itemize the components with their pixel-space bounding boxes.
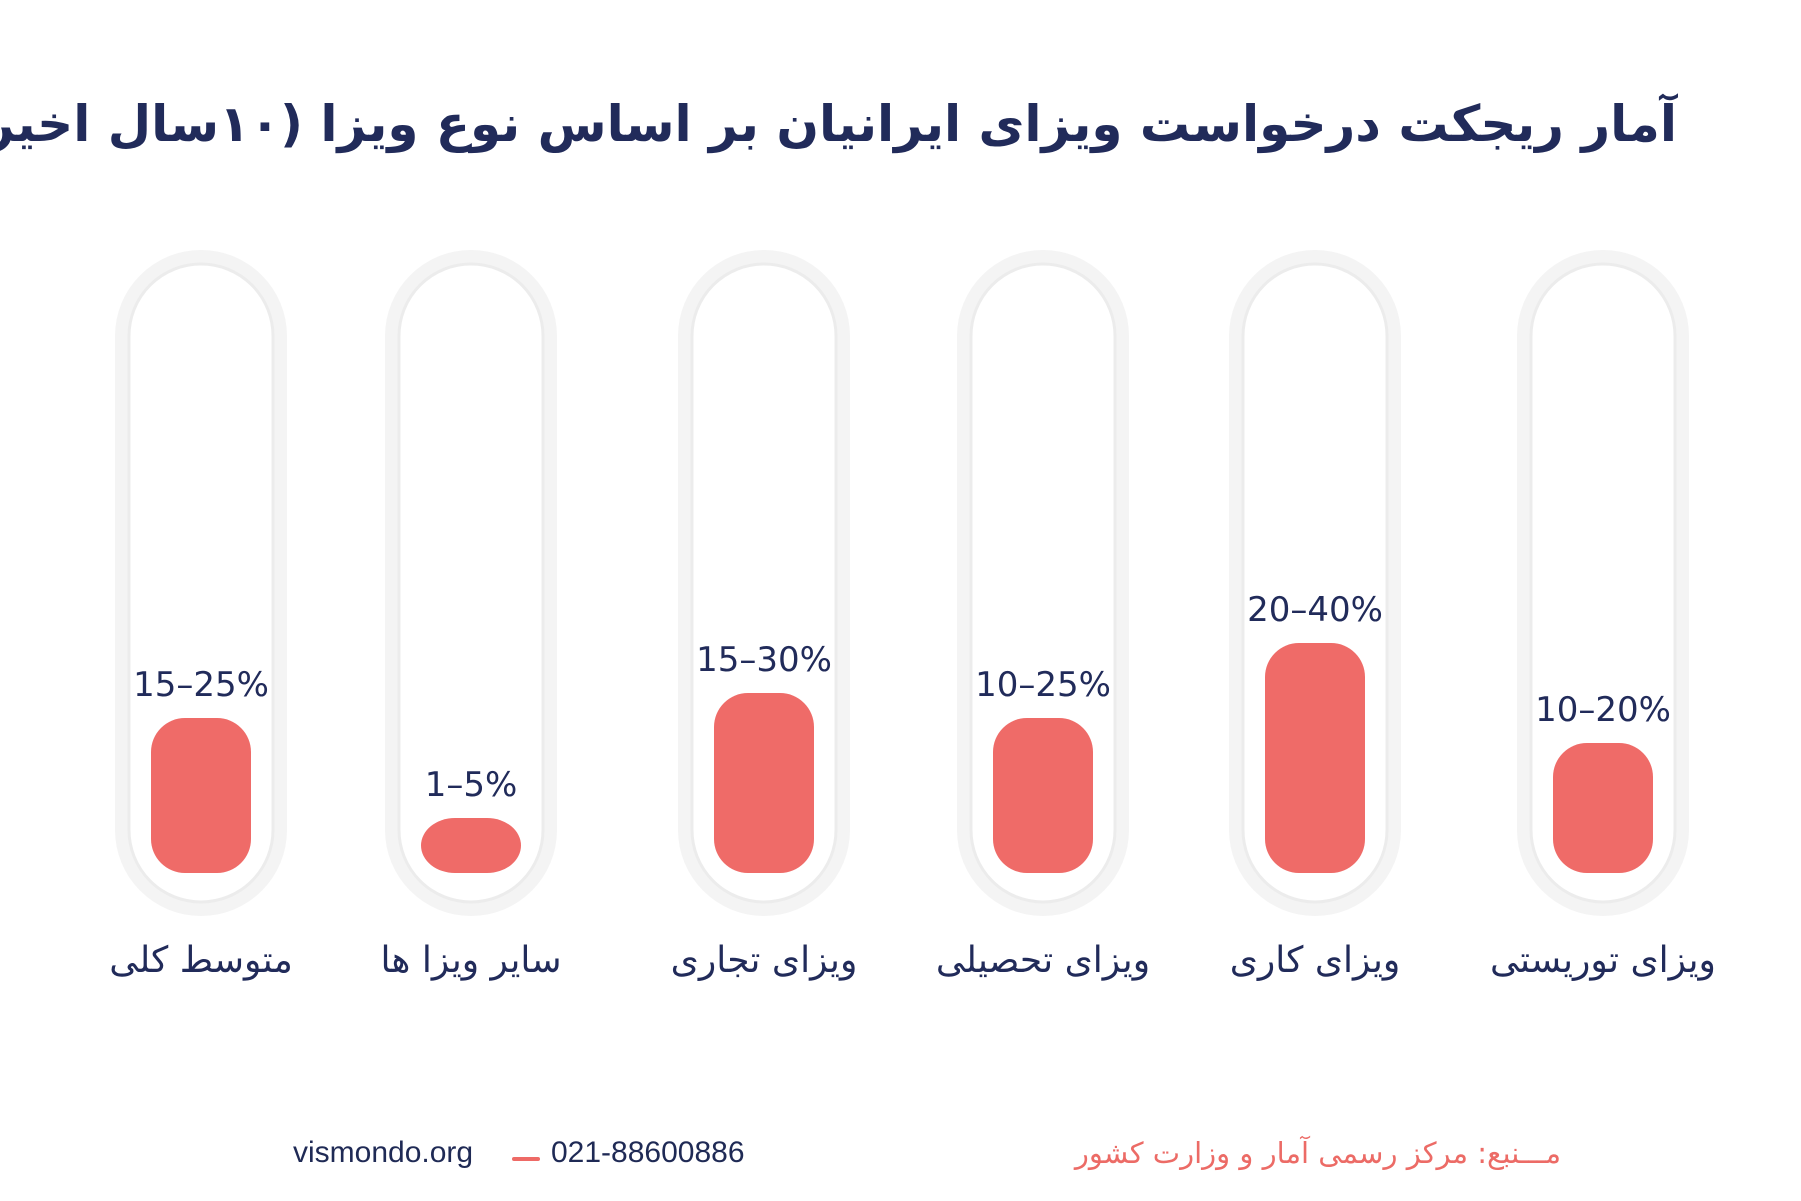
category-label: متوسط کلی [109,940,293,981]
bar [151,718,251,873]
website-link[interactable]: vismondo.org [293,1136,474,1169]
data-label: 1–5% [425,765,518,805]
data-label: 20–40% [1247,590,1383,630]
source-note: مـــنبع: مرکز رسمی آمار و وزارت کشور [1074,1136,1561,1170]
data-label: 15–25% [133,665,269,705]
bar [1265,643,1365,873]
category-label: سایر ویزا ها [380,940,561,981]
bar [714,693,814,873]
separator-dash [512,1157,540,1161]
data-label: 15–30% [696,640,832,680]
data-label: 10–25% [975,665,1111,705]
category-label: ویزای توریستی [1490,940,1716,981]
chart-title: آمار ریجکت درخواست ویزای ایرانیان بر اسا… [0,95,1677,153]
phone-number: 021-88600886 [551,1136,745,1169]
bar [993,718,1093,873]
bar [1553,743,1653,873]
category-label: ویزای کاری [1230,940,1401,981]
category-label: ویزای تجاری [671,940,858,981]
bar [421,818,521,873]
tube-inner [1529,262,1677,904]
tube-inner [397,262,545,904]
category-label: ویزای تحصیلی [936,940,1150,981]
data-label: 10–20% [1535,690,1671,730]
